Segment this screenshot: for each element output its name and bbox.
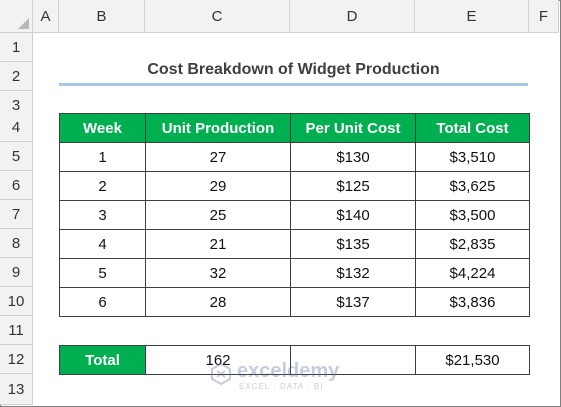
row-header-4[interactable]: 4 bbox=[0, 113, 33, 142]
total-label[interactable]: Total bbox=[59, 345, 146, 375]
row-header-5[interactable]: 5 bbox=[0, 142, 33, 171]
cell-units[interactable]: 25 bbox=[145, 200, 291, 230]
total-row: Total 162 $21,530 bbox=[59, 345, 530, 375]
cell-week[interactable]: 5 bbox=[59, 258, 146, 288]
cell-total[interactable]: $3,836 bbox=[415, 287, 530, 317]
header-week[interactable]: Week bbox=[59, 113, 146, 143]
row-header-8[interactable]: 8 bbox=[0, 229, 33, 258]
cell-units[interactable]: 28 bbox=[145, 287, 291, 317]
cell-units[interactable]: 32 bbox=[145, 258, 291, 288]
select-all-triangle-icon bbox=[18, 18, 29, 29]
sheet-title[interactable]: Cost Breakdown of Widget Production bbox=[147, 61, 440, 78]
total-units[interactable]: 162 bbox=[145, 345, 291, 375]
exceldemy-logo-icon bbox=[211, 362, 231, 386]
table-row: 4 21 $135 $2,835 bbox=[59, 229, 530, 259]
row-header-10[interactable]: 10 bbox=[0, 287, 33, 316]
column-header-c[interactable]: C bbox=[145, 0, 290, 33]
column-header-f[interactable]: F bbox=[529, 0, 559, 33]
cell-total[interactable]: $3,500 bbox=[415, 200, 530, 230]
cell-week[interactable]: 2 bbox=[59, 171, 146, 201]
cell-per-unit[interactable]: $132 bbox=[290, 258, 416, 288]
cell-total[interactable]: $3,625 bbox=[415, 171, 530, 201]
table-row: 3 25 $140 $3,500 bbox=[59, 200, 530, 230]
cell-total[interactable]: $3,510 bbox=[415, 142, 530, 172]
table-row: 5 32 $132 $4,224 bbox=[59, 258, 530, 288]
cell-units[interactable]: 21 bbox=[145, 229, 291, 259]
column-header-e[interactable]: E bbox=[415, 0, 529, 33]
table-row: 6 28 $137 $3,836 bbox=[59, 287, 530, 317]
exceldemy-watermark: exceldemy EXCEL · DATA · BI bbox=[207, 360, 357, 392]
column-header-a[interactable]: A bbox=[33, 0, 59, 33]
select-all-corner[interactable] bbox=[0, 0, 33, 33]
table-row: 1 27 $130 $3,510 bbox=[59, 142, 530, 172]
total-cost[interactable]: $21,530 bbox=[415, 345, 530, 375]
row-header-13[interactable]: 13 bbox=[0, 374, 33, 405]
cell-per-unit[interactable]: $125 bbox=[290, 171, 416, 201]
table-row: 2 29 $125 $3,625 bbox=[59, 171, 530, 201]
cell-week[interactable]: 1 bbox=[59, 142, 146, 172]
row-header-12[interactable]: 12 bbox=[0, 345, 33, 374]
cell-total[interactable]: $4,224 bbox=[415, 258, 530, 288]
cell-total[interactable]: $2,835 bbox=[415, 229, 530, 259]
row-header-11[interactable]: 11 bbox=[0, 316, 33, 345]
header-per-unit-cost[interactable]: Per Unit Cost bbox=[290, 113, 416, 143]
row-header-6[interactable]: 6 bbox=[0, 171, 33, 200]
title-underline bbox=[59, 83, 528, 86]
cell-per-unit[interactable]: $140 bbox=[290, 200, 416, 230]
column-header-b[interactable]: B bbox=[59, 0, 145, 33]
cell-per-unit[interactable]: $137 bbox=[290, 287, 416, 317]
cell-week[interactable]: 4 bbox=[59, 229, 146, 259]
cost-table: Week Unit Production Per Unit Cost Total… bbox=[59, 113, 530, 317]
header-total-cost[interactable]: Total Cost bbox=[415, 113, 530, 143]
row-header-2[interactable]: 2 bbox=[0, 62, 33, 91]
watermark-name: exceldemy bbox=[237, 360, 340, 382]
row-header-7[interactable]: 7 bbox=[0, 200, 33, 229]
cell-per-unit[interactable]: $135 bbox=[290, 229, 416, 259]
row-header-1[interactable]: 1 bbox=[0, 33, 33, 62]
cell-units[interactable]: 27 bbox=[145, 142, 291, 172]
cell-week[interactable]: 3 bbox=[59, 200, 146, 230]
column-header-d[interactable]: D bbox=[290, 0, 415, 33]
header-unit-production[interactable]: Unit Production bbox=[145, 113, 291, 143]
total-per-unit[interactable] bbox=[290, 345, 416, 375]
total-table: Total 162 $21,530 bbox=[59, 345, 530, 375]
cell-week[interactable]: 6 bbox=[59, 287, 146, 317]
watermark-tagline: EXCEL · DATA · BI bbox=[239, 382, 324, 391]
table-header-row: Week Unit Production Per Unit Cost Total… bbox=[59, 113, 530, 143]
cell-units[interactable]: 29 bbox=[145, 171, 291, 201]
row-header-9[interactable]: 9 bbox=[0, 258, 33, 287]
cell-per-unit[interactable]: $130 bbox=[290, 142, 416, 172]
